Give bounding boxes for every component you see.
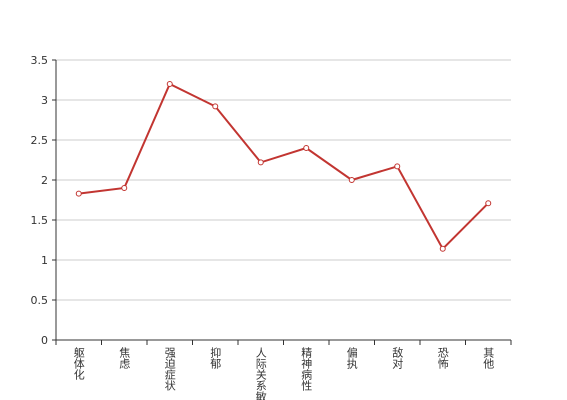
y-tick-label: 0 <box>41 334 48 347</box>
y-tick-label: 3.5 <box>31 54 49 67</box>
x-tick-label: 精神病性 <box>300 347 313 392</box>
point <box>439 245 446 252</box>
x-tick-label: 偏执 <box>345 346 358 370</box>
point <box>166 81 173 87</box>
point <box>485 200 492 207</box>
y-tick-label: 1.5 <box>31 214 49 227</box>
y-tick-label: 0.5 <box>31 294 49 307</box>
y-tick-label: 2.5 <box>31 134 49 147</box>
y-tick-label: 3 <box>41 94 48 107</box>
y-tick-label: 1 <box>41 254 48 267</box>
point <box>257 159 264 166</box>
x-tick-label: 焦虑 <box>118 347 131 369</box>
x-tick-label: 抑郁 <box>209 346 222 369</box>
x-tick-label: 躯体化 <box>72 347 85 381</box>
line <box>78 82 489 251</box>
point <box>212 103 219 110</box>
x-tick-label: 人际关系敏感 <box>254 347 267 400</box>
point <box>394 163 401 170</box>
x-tick-label: 其他 <box>482 347 495 369</box>
x-tick-label: 敌对 <box>391 346 404 369</box>
x-tick-label: 恐怖 <box>436 347 449 369</box>
x-tick-label: 强迫症状 <box>163 347 176 391</box>
point <box>75 190 82 197</box>
point <box>348 177 355 183</box>
point <box>303 145 310 151</box>
y-tick-label: 2 <box>41 174 48 187</box>
point <box>121 185 128 191</box>
